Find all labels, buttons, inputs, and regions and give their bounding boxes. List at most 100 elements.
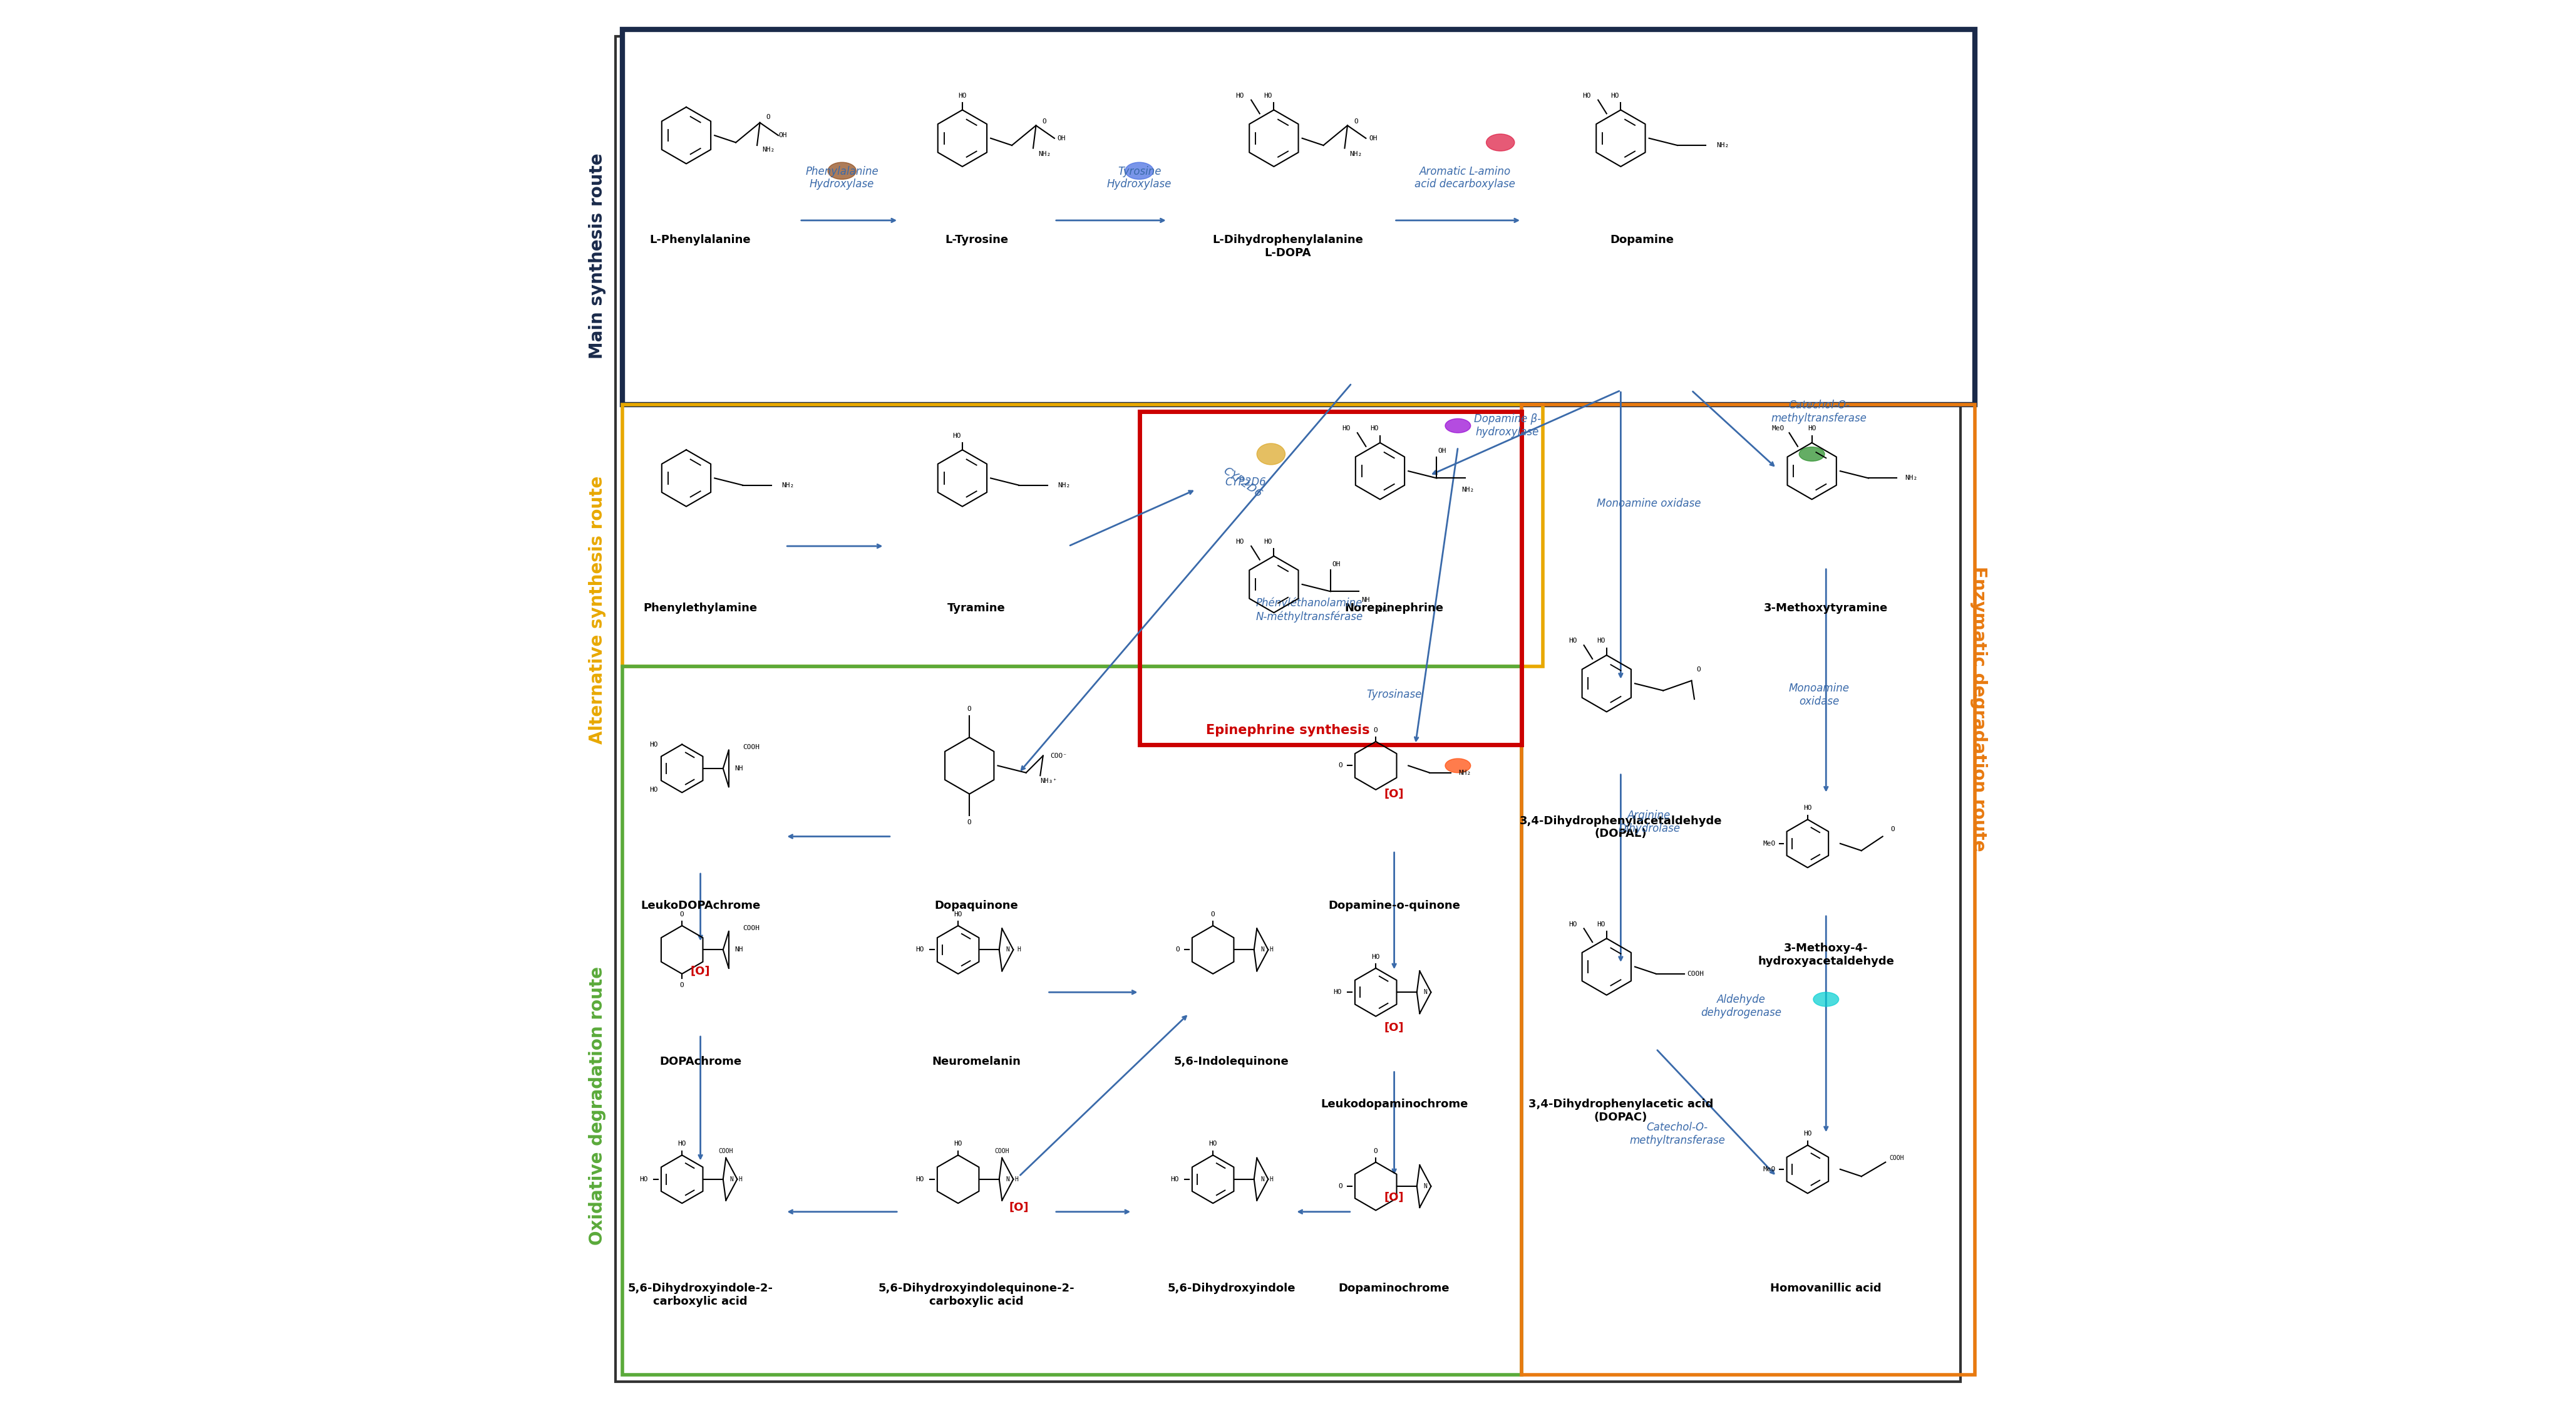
Text: HO: HO <box>914 1176 925 1183</box>
Text: HO: HO <box>649 787 657 793</box>
Text: Aromatic L-amino
acid decarboxylase: Aromatic L-amino acid decarboxylase <box>1414 166 1515 190</box>
Text: MeO: MeO <box>1762 1166 1775 1173</box>
Text: HO: HO <box>1597 922 1605 927</box>
Text: COOH: COOH <box>994 1147 1010 1154</box>
Text: COOH: COOH <box>742 744 760 750</box>
Text: CH₃: CH₃ <box>1378 607 1388 613</box>
Text: O: O <box>1340 1183 1342 1190</box>
Text: HO: HO <box>649 742 657 747</box>
Text: O: O <box>765 113 770 121</box>
Text: N: N <box>1425 1183 1427 1190</box>
Text: Neuromelanin: Neuromelanin <box>933 1056 1020 1068</box>
Text: HO: HO <box>1342 425 1350 431</box>
Text: O: O <box>1698 666 1700 672</box>
Text: O: O <box>969 820 971 825</box>
Text: O: O <box>680 983 685 988</box>
Text: MeO: MeO <box>1762 841 1775 847</box>
Text: Epinephrine synthesis: Epinephrine synthesis <box>1206 725 1370 736</box>
Text: COOH: COOH <box>1687 971 1705 977</box>
Ellipse shape <box>1257 444 1285 465</box>
Text: LeukoDOPAchrome: LeukoDOPAchrome <box>641 900 760 912</box>
Text: N: N <box>1425 990 1427 995</box>
Text: N: N <box>1260 947 1265 953</box>
Text: OH: OH <box>1437 448 1448 454</box>
Text: MeO: MeO <box>1772 425 1785 431</box>
Text: HO: HO <box>1569 638 1577 644</box>
Text: Catechol-O-
methyltransferase: Catechol-O- methyltransferase <box>1631 1122 1726 1146</box>
Text: Enzymatic degradation route: Enzymatic degradation route <box>1971 566 1989 852</box>
Text: [O]: [O] <box>1383 1022 1404 1034</box>
Text: Dopamine: Dopamine <box>1610 234 1674 245</box>
Text: HO: HO <box>1236 92 1244 99</box>
Text: N: N <box>1260 1176 1265 1183</box>
Text: HO: HO <box>914 947 925 953</box>
Text: HO: HO <box>953 432 961 438</box>
Text: H: H <box>1015 1176 1018 1183</box>
Text: COO⁻: COO⁻ <box>1051 753 1066 759</box>
Text: NH₂: NH₂ <box>783 482 793 488</box>
Text: Oxidative degradation route: Oxidative degradation route <box>587 966 605 1245</box>
Text: Monoamine oxidase: Monoamine oxidase <box>1597 498 1700 509</box>
Text: HO: HO <box>1569 922 1577 927</box>
Text: Alternative synthesis route: Alternative synthesis route <box>587 476 605 744</box>
FancyBboxPatch shape <box>623 30 1976 404</box>
Text: Tyrosine
Hydroxylase: Tyrosine Hydroxylase <box>1108 166 1172 190</box>
Ellipse shape <box>1798 447 1824 461</box>
Text: Phenylethylamine: Phenylethylamine <box>644 603 757 614</box>
Text: NH: NH <box>1363 597 1370 603</box>
Text: HO: HO <box>1803 1130 1811 1137</box>
Text: NH₂: NH₂ <box>1350 150 1363 157</box>
Text: NH₂: NH₂ <box>1716 142 1728 149</box>
Text: O: O <box>1373 1147 1378 1154</box>
Text: NH₃⁺: NH₃⁺ <box>1041 778 1056 784</box>
Text: NH: NH <box>734 947 742 953</box>
Ellipse shape <box>1445 759 1471 773</box>
Text: Main synthesis route: Main synthesis route <box>587 153 605 359</box>
Text: O: O <box>1340 763 1342 769</box>
Text: Dopaquinone: Dopaquinone <box>935 900 1018 912</box>
Text: Norepinephrine: Norepinephrine <box>1345 603 1443 614</box>
Text: [O]: [O] <box>1383 788 1404 800</box>
Text: Dopamine β-
hydroxylase: Dopamine β- hydroxylase <box>1473 414 1540 438</box>
Text: 3-Methoxy-4-
hydroxyacetaldehyde: 3-Methoxy-4- hydroxyacetaldehyde <box>1757 943 1893 967</box>
Text: HO: HO <box>1808 425 1816 431</box>
Text: HO: HO <box>639 1176 649 1183</box>
Text: 5,6-Indolequinone: 5,6-Indolequinone <box>1175 1056 1288 1068</box>
Text: HO: HO <box>1803 805 1811 811</box>
Text: N: N <box>1005 1176 1010 1183</box>
Text: H: H <box>739 1176 742 1183</box>
Text: NH₂: NH₂ <box>1458 770 1471 776</box>
Text: H: H <box>1270 947 1273 953</box>
Text: 3,4-Dihydrophenylacetic acid
(DOPAC): 3,4-Dihydrophenylacetic acid (DOPAC) <box>1528 1099 1713 1123</box>
Text: HO: HO <box>1370 425 1378 431</box>
Text: CYP2D6: CYP2D6 <box>1226 476 1267 488</box>
Text: [O]: [O] <box>1010 1202 1028 1214</box>
Text: L-Tyrosine: L-Tyrosine <box>945 234 1007 245</box>
Text: Aldehyde
dehydrogenase: Aldehyde dehydrogenase <box>1700 994 1783 1018</box>
Text: NH: NH <box>734 766 742 771</box>
Text: 3,4-Dihydrophenylacetaldehyde
(DOPAL): 3,4-Dihydrophenylacetaldehyde (DOPAL) <box>1520 815 1721 839</box>
Text: O: O <box>1373 727 1378 733</box>
Text: HO: HO <box>677 1140 685 1147</box>
Text: Dopaminochrome: Dopaminochrome <box>1340 1283 1450 1293</box>
Text: COOH: COOH <box>742 926 760 932</box>
Text: O: O <box>680 912 685 917</box>
Text: COOH: COOH <box>719 1147 734 1154</box>
Text: HO: HO <box>1170 1176 1180 1183</box>
Text: N: N <box>1005 947 1010 953</box>
Ellipse shape <box>1814 993 1839 1007</box>
Text: OH: OH <box>1332 562 1340 567</box>
Text: O: O <box>969 706 971 712</box>
Ellipse shape <box>1486 133 1515 150</box>
Text: 5,6-Dihydroxyindole: 5,6-Dihydroxyindole <box>1167 1283 1296 1293</box>
Text: 5,6-Dihydroxyindole-2-
carboxylic acid: 5,6-Dihydroxyindole-2- carboxylic acid <box>629 1283 773 1307</box>
Text: NH₂: NH₂ <box>1461 486 1473 492</box>
Text: [O]: [O] <box>690 966 711 977</box>
Ellipse shape <box>827 162 855 179</box>
Text: NH₂: NH₂ <box>762 146 775 153</box>
Text: CYP2D6: CYP2D6 <box>1221 465 1265 499</box>
Text: L-Dihydrophenylalanine
L-DOPA: L-Dihydrophenylalanine L-DOPA <box>1213 234 1363 259</box>
Text: Catechol-O-
methyltransferase: Catechol-O- methyltransferase <box>1772 400 1868 424</box>
Text: OH: OH <box>1056 135 1066 142</box>
Text: Arginine
Dihydrolase: Arginine Dihydrolase <box>1618 810 1680 834</box>
